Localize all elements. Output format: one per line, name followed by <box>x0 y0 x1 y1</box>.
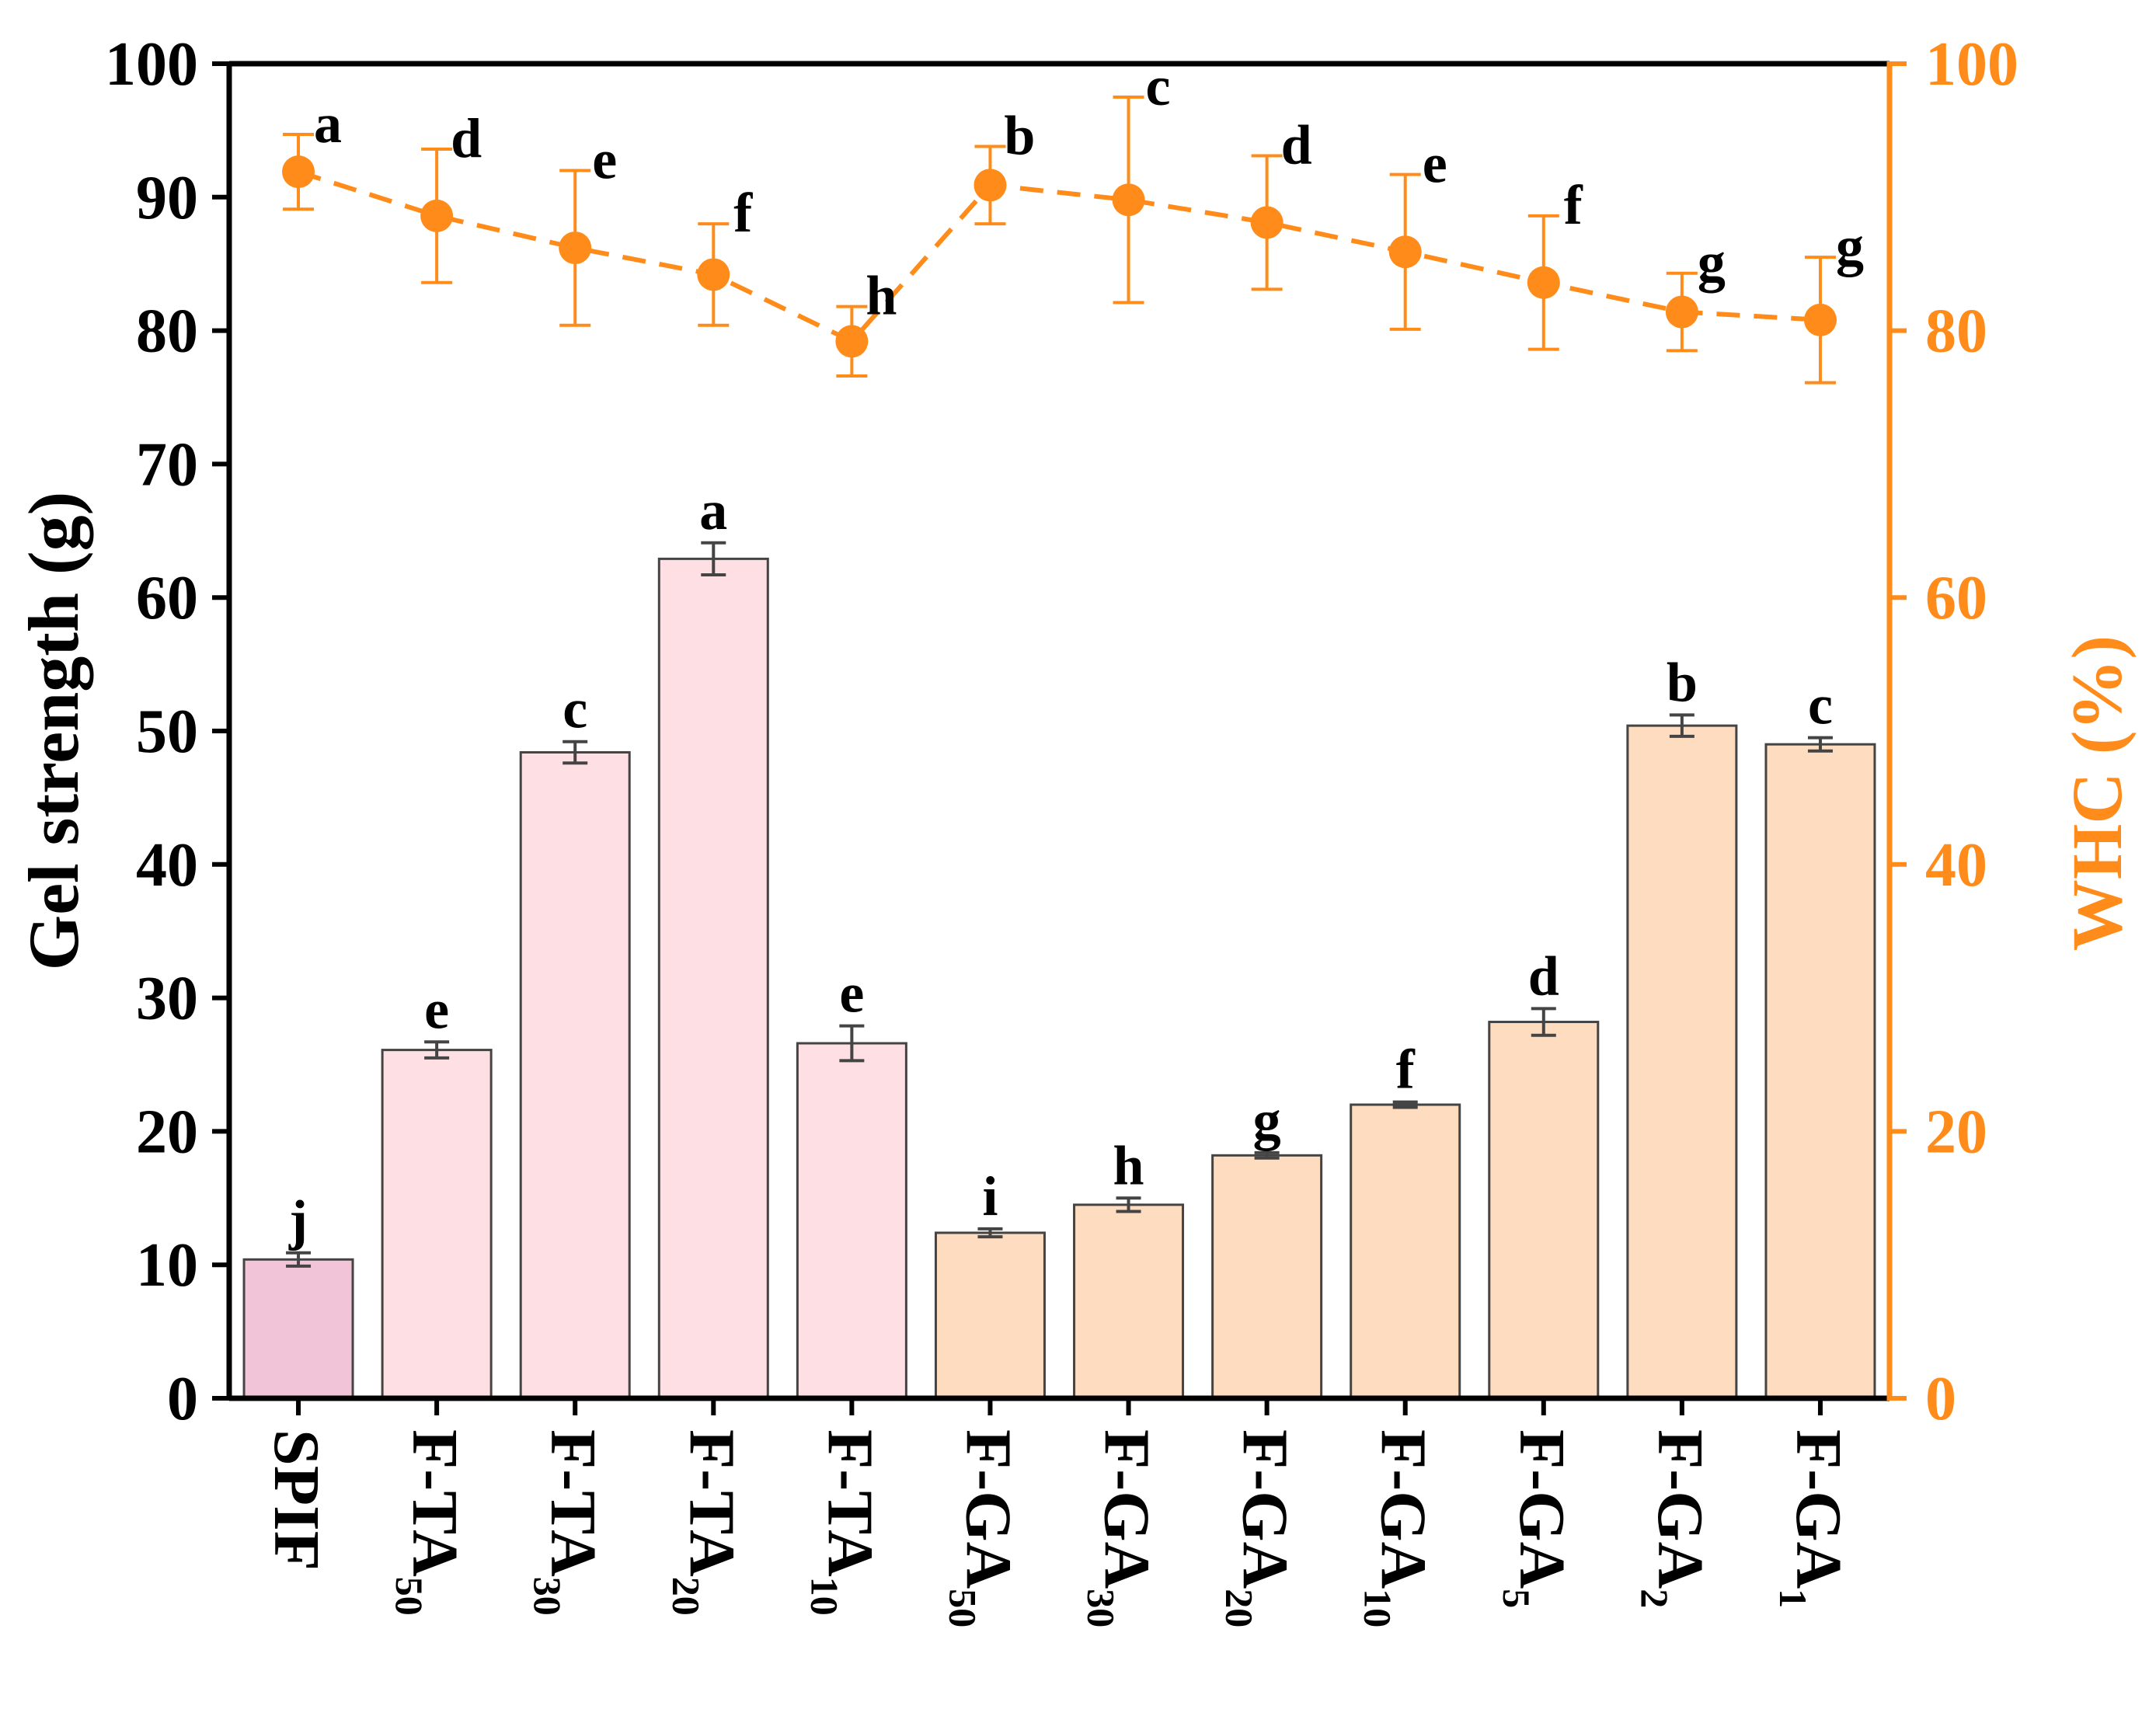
x-axis-tick-label-4: F-TA10 <box>803 1429 886 1616</box>
bar-significance-letter-8: f <box>1396 1039 1416 1101</box>
whc-point-4 <box>835 325 869 358</box>
bar-significance-letter-3: a <box>699 479 727 541</box>
whc-point-2 <box>559 231 592 265</box>
whc-point-6 <box>1112 183 1145 217</box>
bar-significance-letter-6: h <box>1113 1134 1144 1196</box>
whc-significance-letter-1: d <box>451 107 482 169</box>
bar-8 <box>1350 1103 1461 1400</box>
x-axis-tick-label-7: F-GA20 <box>1218 1429 1301 1627</box>
bar-4 <box>796 1042 907 1400</box>
bar-0 <box>242 1258 354 1400</box>
whc-significance-letter-11: g <box>1836 215 1864 277</box>
right-axis-tick-label-2: 40 <box>1925 831 1987 900</box>
left-axis-title: Gel strength (g) <box>14 492 93 971</box>
left-axis-tick-label-1: 10 <box>136 1231 198 1300</box>
x-axis-tick-label-8: F-GA10 <box>1357 1429 1440 1627</box>
whc-point-8 <box>1388 235 1422 269</box>
whc-significance-letter-8: e <box>1423 133 1447 195</box>
x-axis-tick-label-5: F-GA50 <box>941 1429 1024 1627</box>
labels-layer: j e c a e i h g f d b c a d e f h b c d e f g g <box>288 55 1864 1251</box>
left-axis-tick-label-4: 40 <box>136 831 198 900</box>
whc-point-10 <box>1665 295 1698 329</box>
bar-significance-letter-5: i <box>982 1165 998 1227</box>
left-axis-tick-label-9: 90 <box>136 164 198 232</box>
bar-11 <box>1764 743 1876 1400</box>
bar-3 <box>657 557 769 1400</box>
whc-point-3 <box>697 258 730 291</box>
whc-point-5 <box>974 169 1007 202</box>
x-axis-tick-label-9: F-GA5 <box>1495 1429 1578 1608</box>
bar-significance-letter-7: g <box>1253 1089 1281 1151</box>
bar-significance-letter-11: c <box>1808 674 1833 736</box>
whc-point-11 <box>1803 303 1837 336</box>
whc-point-1 <box>420 199 454 232</box>
whc-significance-letter-6: c <box>1146 55 1171 117</box>
left-axis-tick-label-5: 50 <box>136 698 198 766</box>
bar-2 <box>519 750 631 1400</box>
left-axis-tick-label-2: 20 <box>136 1098 198 1166</box>
left-axis-tick-label-6: 60 <box>136 564 198 632</box>
whc-point-9 <box>1527 266 1560 299</box>
whc-line-layer <box>282 95 1837 385</box>
right-axis-tick-label-0: 0 <box>1925 1365 1956 1433</box>
right-axis-title: WHC (%) <box>2057 635 2137 951</box>
left-axis-tick-label-7: 70 <box>136 430 198 499</box>
bar-significance-letter-9: d <box>1528 945 1559 1007</box>
right-axis-tick-label-5: 100 <box>1925 30 2018 99</box>
whc-significance-letter-5: b <box>1004 105 1035 167</box>
bar-6 <box>1073 1203 1185 1400</box>
whc-significance-letter-3: f <box>733 182 753 244</box>
whc-significance-letter-2: e <box>592 128 617 190</box>
bar-significance-letter-10: b <box>1667 651 1698 713</box>
left-axis-tick-label-3: 30 <box>136 965 198 1033</box>
x-axis-tick-label-11: F-GA1 <box>1771 1429 1855 1608</box>
left-axis-tick-label-10: 100 <box>105 30 198 99</box>
bar-significance-letter-2: c <box>563 678 587 740</box>
bar-10 <box>1626 724 1738 1400</box>
bar-7 <box>1211 1154 1323 1400</box>
x-axis-tick-label-6: F-GA30 <box>1080 1429 1163 1627</box>
x-axis-tick-label-2: F-TA30 <box>526 1429 609 1616</box>
bar-9 <box>1488 1021 1600 1400</box>
bar-significance-letter-1: e <box>424 978 449 1040</box>
bar-1 <box>381 1049 493 1400</box>
whc-series-line <box>298 169 1821 345</box>
whc-significance-letter-0: a <box>314 92 342 155</box>
bars-layer <box>242 541 1876 1400</box>
whc-significance-letter-10: g <box>1698 231 1726 294</box>
x-axis-tick-label-10: F-GA2 <box>1633 1429 1716 1608</box>
x-axis-tick-label-0: SPIF <box>260 1429 333 1571</box>
whc-significance-letter-9: f <box>1564 174 1583 236</box>
axes-layer: 0 10 20 30 40 50 60 70 80 90 100 0 20 40 60 80 100 SPIF F-… <box>14 30 2137 1627</box>
whc-significance-letter-7: d <box>1281 114 1312 176</box>
whc-point-7 <box>1250 206 1283 239</box>
x-axis-tick-label-3: F-TA20 <box>664 1429 747 1616</box>
left-axis-tick-label-0: 0 <box>167 1365 198 1433</box>
x-axis-tick-label-1: F-TA50 <box>388 1429 471 1616</box>
bar-significance-letter-4: e <box>839 962 864 1025</box>
left-axis-tick-label-8: 80 <box>136 298 198 366</box>
bar-significance-letter-0: j <box>288 1189 308 1251</box>
whc-point-0 <box>282 155 315 189</box>
right-axis-tick-label-3: 60 <box>1925 564 1987 632</box>
right-axis-tick-label-4: 80 <box>1925 298 1987 366</box>
whc-significance-letter-4: h <box>866 265 897 327</box>
right-axis-tick-label-1: 20 <box>1925 1098 1987 1166</box>
bar-5 <box>934 1231 1046 1400</box>
